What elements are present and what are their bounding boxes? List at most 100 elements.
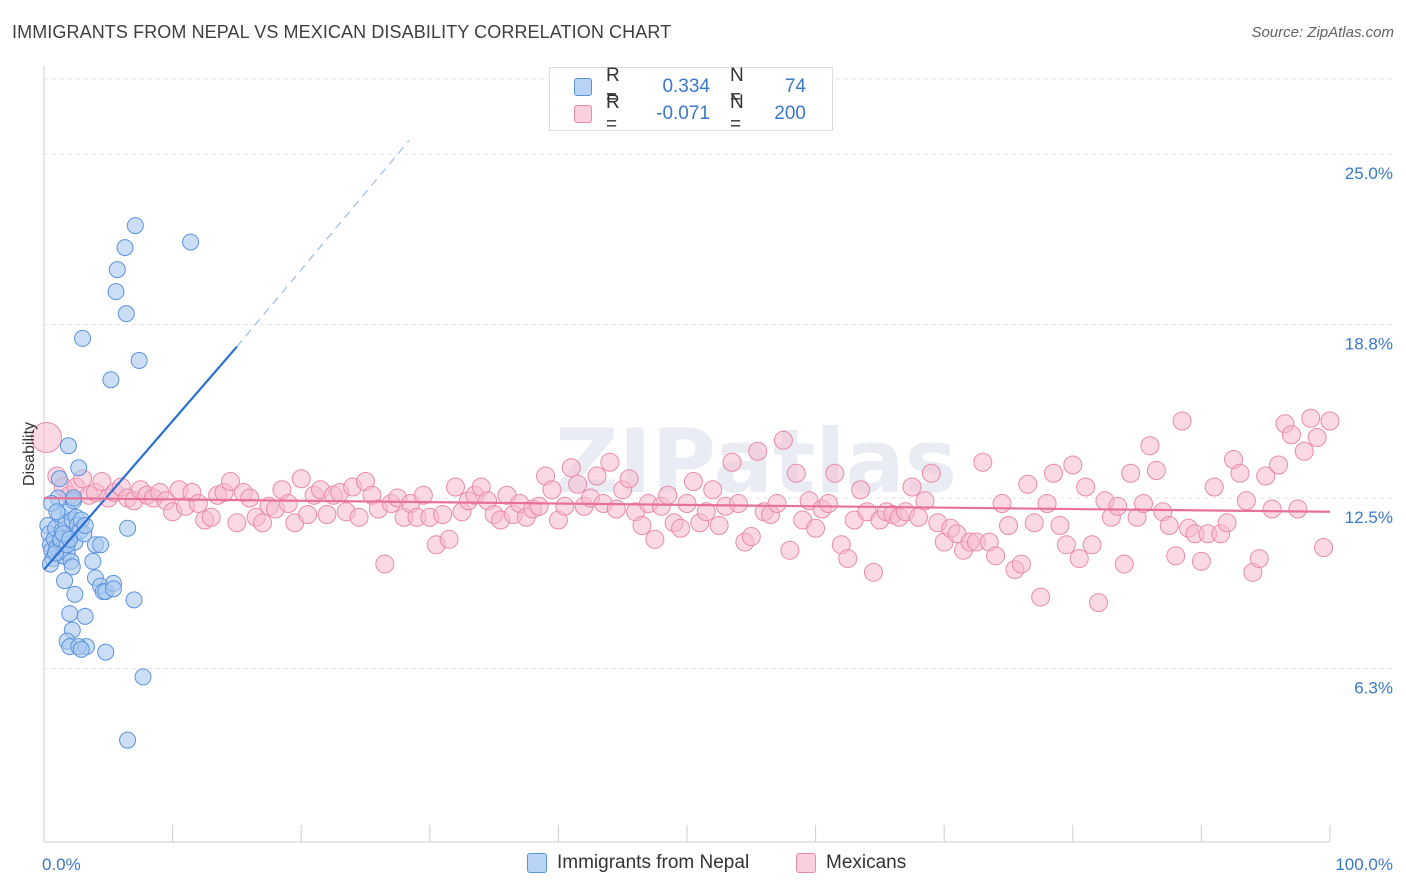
mexicans-point xyxy=(748,441,768,461)
nepal-swatch xyxy=(527,853,547,873)
mexicans-point xyxy=(413,485,433,505)
nepal-point xyxy=(50,470,68,488)
mexicans-point xyxy=(1204,477,1224,497)
n-label: N = xyxy=(730,65,744,108)
mexicans-point xyxy=(1166,546,1186,566)
y-tick-label: 25.0% xyxy=(1345,164,1393,183)
mexicans-point xyxy=(1314,538,1334,558)
mexicans-point xyxy=(587,466,607,486)
mexicans-point xyxy=(253,513,273,533)
nepal-point xyxy=(74,329,92,347)
mexicans-point xyxy=(240,488,260,508)
nepal-point xyxy=(72,640,90,658)
nepal-point xyxy=(134,668,152,686)
gridlines xyxy=(44,78,1395,670)
mexicans-point xyxy=(773,430,793,450)
mexicans-point xyxy=(1269,455,1289,475)
mexicans-point xyxy=(1230,463,1250,483)
mexicans-point xyxy=(278,494,298,514)
nepal-point xyxy=(70,459,88,477)
nepal-point xyxy=(102,371,120,389)
mexicans-point xyxy=(31,421,63,453)
mexicans-point xyxy=(542,480,562,500)
mexicans-point xyxy=(1121,463,1141,483)
n-value: 200 xyxy=(774,103,806,124)
mexicans-point xyxy=(1140,436,1160,456)
mexicans-point xyxy=(851,480,871,500)
mexicans-point xyxy=(298,505,318,525)
nepal-point xyxy=(97,643,115,661)
mexicans-point xyxy=(1024,513,1044,533)
nepal-point xyxy=(92,536,110,554)
series-legend: Immigrants from Nepal Mexicans xyxy=(0,852,1406,878)
mexicans-point xyxy=(1146,461,1166,481)
mexicans-point xyxy=(568,474,588,494)
mexicans-point xyxy=(1301,408,1321,428)
nepal-trend-extension xyxy=(236,139,410,348)
trend-lines xyxy=(43,139,1331,571)
mexicans-point xyxy=(1236,491,1256,511)
mexicans-point xyxy=(1191,551,1211,571)
correlation-legend: R = 0.334 N = 74 R = -0.071 N = 200 xyxy=(549,65,833,135)
mexicans-point xyxy=(1281,425,1301,445)
mexicans-point xyxy=(1256,466,1276,486)
mexicans-swatch xyxy=(574,105,592,123)
mexicans-point xyxy=(921,463,941,483)
mexicans-point xyxy=(741,527,761,547)
mexicans-point xyxy=(188,494,208,514)
mexicans-point xyxy=(767,494,787,514)
nepal-point xyxy=(48,503,66,521)
x-tick-label: 0.0% xyxy=(42,855,81,874)
mexicans-point xyxy=(1089,593,1109,613)
nepal-swatch xyxy=(574,78,592,96)
mexicans-point xyxy=(902,477,922,497)
mexicans-point xyxy=(986,546,1006,566)
nepal-point xyxy=(66,585,84,603)
legend-item-nepal[interactable]: Immigrants from Nepal xyxy=(527,852,749,874)
n-label: N = xyxy=(730,92,744,135)
r-value: 0.334 xyxy=(662,76,710,97)
x-tick-label: 100.0% xyxy=(1335,855,1393,874)
mexicans-point xyxy=(806,518,826,538)
chart-title: IMMIGRANTS FROM NEPAL VS MEXICAN DISABIL… xyxy=(12,22,672,42)
mexicans-point xyxy=(439,529,459,549)
nepal-point xyxy=(63,558,81,576)
mexicans-point xyxy=(1262,499,1282,519)
mexicans-point xyxy=(1044,463,1064,483)
mexicans-point xyxy=(915,491,935,511)
nepal-point xyxy=(56,572,74,590)
mexicans-point xyxy=(1159,516,1179,536)
mexicans-point xyxy=(645,529,665,549)
mexicans-point xyxy=(555,496,575,516)
nepal-point xyxy=(59,437,77,455)
mexicans-point xyxy=(677,494,697,514)
mexicans-point xyxy=(446,477,466,497)
mexicans-point xyxy=(999,516,1018,536)
mexicans-point xyxy=(728,494,748,514)
mexicans-point xyxy=(1056,535,1076,555)
mexicans-point xyxy=(1050,516,1070,536)
nepal-point xyxy=(76,607,94,625)
nepal-point xyxy=(125,591,143,609)
mexicans-point xyxy=(1011,554,1031,574)
mexicans-point xyxy=(201,507,221,527)
mexicans-point xyxy=(619,469,639,489)
mexicans-point xyxy=(658,485,678,505)
nepal-point xyxy=(182,233,200,251)
mexicans-point xyxy=(433,505,453,525)
r-label: R = xyxy=(606,92,620,135)
mexicans-point xyxy=(220,472,240,492)
mexicans-swatch xyxy=(796,853,816,873)
mexicans-point xyxy=(1217,513,1237,533)
nepal-point xyxy=(126,217,144,235)
n-value: 74 xyxy=(784,76,806,97)
y-tick-label: 6.3% xyxy=(1354,679,1393,698)
y-axis-label: Disability xyxy=(21,422,38,486)
legend-item-mexicans[interactable]: Mexicans xyxy=(796,852,906,874)
mexicans-point xyxy=(606,499,626,519)
r-value: -0.071 xyxy=(656,103,710,124)
mexicans-point xyxy=(780,540,800,560)
mexicans-point xyxy=(973,452,993,472)
mexicans-point xyxy=(1108,496,1128,516)
